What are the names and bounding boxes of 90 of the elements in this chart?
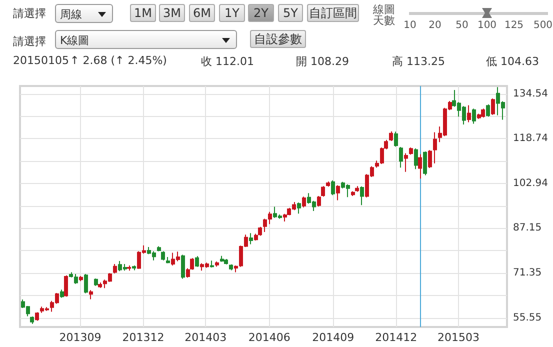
candlestick [404, 152, 408, 172]
x-tick-label: 201309 [59, 331, 102, 344]
text: 開 108.29 [296, 54, 349, 69]
candlestick [355, 186, 359, 192]
text: 低 104.63 [486, 54, 539, 69]
candlestick [297, 202, 301, 214]
text: 高 113.25 [392, 54, 445, 69]
candlestick [157, 246, 161, 252]
x-tick-label: 201403 [184, 331, 227, 344]
candlestick [224, 258, 228, 265]
x-tick-label: 201412 [375, 331, 418, 344]
text: 6M [189, 4, 215, 22]
text: 50 [456, 20, 468, 31]
text: 20150105 [13, 54, 69, 67]
candlestick [336, 184, 340, 201]
y-tick-label: 55.55 [513, 312, 542, 324]
text: 125 [504, 20, 524, 31]
candlestick [60, 289, 64, 298]
candlestick [249, 232, 253, 245]
candlestick [268, 211, 272, 225]
candlestick [84, 273, 88, 294]
candlestick [263, 218, 267, 233]
candlestick [35, 312, 39, 322]
candlestick [254, 233, 258, 242]
candlestick [399, 146, 403, 168]
candlestick [89, 290, 93, 300]
candlestick [433, 132, 437, 164]
candlestick [418, 154, 422, 180]
x-tick-label: 201406 [248, 331, 290, 344]
text: K線圖 [60, 33, 90, 48]
text: 請選擇 [13, 34, 46, 49]
x-tick-label: 201409 [312, 331, 354, 344]
text: 20 [428, 20, 442, 31]
candlestick [181, 254, 185, 280]
candlestick [423, 150, 427, 176]
candlestick [331, 180, 335, 196]
candlestick [302, 196, 306, 208]
candlestick [360, 186, 364, 206]
candlestick [486, 104, 490, 118]
text: 請選擇 [13, 6, 46, 21]
candlestick [161, 250, 165, 261]
candlestick [113, 264, 117, 274]
text: 1M [130, 4, 156, 22]
text: 周線 [60, 7, 82, 22]
text: 自設參數 [250, 30, 306, 48]
candlestick [409, 147, 413, 156]
candlestick [195, 256, 199, 268]
candlestick [127, 264, 131, 272]
candlestick [472, 108, 476, 124]
y-tick-label: 87.15 [513, 222, 542, 234]
y-tick-label: 118.74 [513, 133, 548, 144]
text: 100 [477, 20, 497, 31]
candlestick [79, 275, 83, 282]
candlestick [491, 98, 495, 116]
candlestick [414, 148, 418, 170]
candlestick [326, 181, 330, 188]
y-tick-label: 134.54 [513, 88, 548, 100]
text: 3M [159, 4, 185, 22]
candlestick [98, 282, 102, 288]
text: 2Y [248, 4, 274, 22]
y-tick-label: 102.94 [513, 178, 548, 189]
candlestick [132, 264, 136, 271]
candlestick [467, 104, 471, 123]
candlestick [428, 150, 432, 168]
candlestick [317, 196, 321, 207]
y-tick-label: 71.35 [513, 267, 542, 278]
text: ↑ 2.68 (↑ 2.45%) [70, 54, 167, 67]
x-tick-label: 201312 [122, 331, 164, 344]
text: 收 112.01 [201, 54, 254, 69]
text: 1Y [219, 4, 245, 22]
x-tick-label: 201503 [438, 331, 480, 344]
text: 10 [404, 20, 416, 31]
candlestick [229, 264, 233, 271]
candlestick [166, 256, 170, 264]
candlestick [389, 130, 393, 142]
text: 線圖天數 [373, 3, 396, 27]
text: 500 [533, 20, 553, 31]
candlestick [258, 226, 262, 236]
candlestick [394, 131, 398, 148]
candlestick [481, 108, 485, 118]
candlestick [94, 278, 98, 286]
candlestick [351, 190, 355, 197]
text: 自訂區間 [307, 4, 359, 22]
text: 5Y [278, 4, 303, 22]
candlestick [220, 255, 224, 262]
candlestick [321, 186, 325, 198]
candlestick [30, 316, 34, 324]
candlestick [210, 260, 214, 268]
candlestick [64, 274, 68, 298]
candlestick [215, 261, 219, 268]
